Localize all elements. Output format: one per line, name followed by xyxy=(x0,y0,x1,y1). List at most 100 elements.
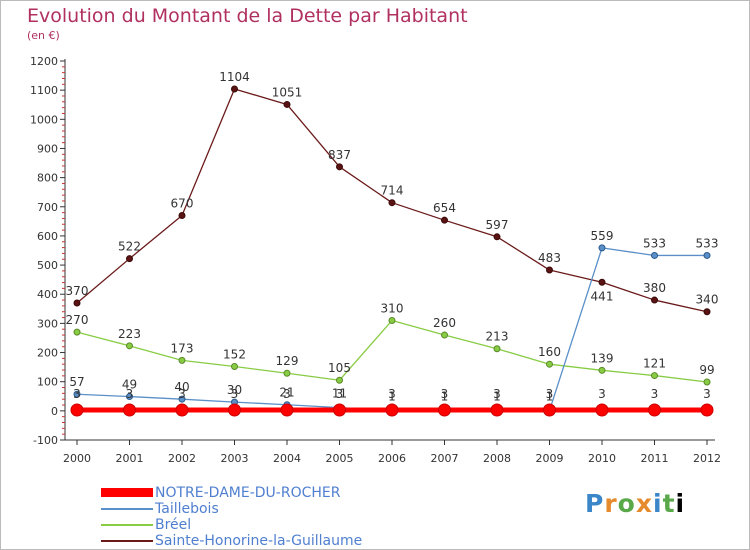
data-point xyxy=(703,251,711,259)
data-label: 40 xyxy=(174,380,189,394)
data-label: 3 xyxy=(231,387,239,401)
data-label: 1051 xyxy=(272,85,303,99)
data-label: 533 xyxy=(643,236,666,250)
y-tick-label: 400 xyxy=(37,288,58,301)
data-label: 213 xyxy=(486,330,509,344)
legend-swatch xyxy=(101,524,153,526)
data-label: 30 xyxy=(227,383,242,397)
y-tick-label: 500 xyxy=(37,259,58,272)
data-point xyxy=(126,255,133,263)
data-label: 714 xyxy=(381,184,404,198)
data-point xyxy=(126,393,133,401)
y-tick-label: 600 xyxy=(37,230,58,243)
data-label: 3 xyxy=(546,387,554,401)
data-point xyxy=(336,163,343,171)
data-labels: 3705226701104105183771465459748344138034… xyxy=(66,70,719,404)
data-point xyxy=(178,395,186,403)
data-label: 57 xyxy=(69,375,84,389)
legend-swatch xyxy=(101,488,153,497)
y-tick-label: 900 xyxy=(37,142,58,155)
data-point xyxy=(441,331,448,339)
data-point xyxy=(703,308,711,316)
data-label: 3 xyxy=(651,387,659,401)
data-point xyxy=(123,403,136,417)
legend-label: Sainte-Honorine-la-Guillaume xyxy=(155,533,363,549)
data-label: 139 xyxy=(591,351,614,365)
data-point xyxy=(543,403,556,417)
data-label: 1 xyxy=(441,390,449,404)
data-label: 3 xyxy=(493,387,501,401)
x-tick-label: 2002 xyxy=(168,452,196,465)
data-label: 340 xyxy=(696,293,719,307)
data-label: 837 xyxy=(328,148,351,162)
x-tick-label: 2011 xyxy=(641,452,669,465)
data-point xyxy=(648,403,661,417)
data-label: 1 xyxy=(388,390,396,404)
chart-subtitle: (en €) xyxy=(27,29,60,42)
data-point xyxy=(700,403,714,417)
x-tick-label: 2012 xyxy=(693,452,721,465)
data-label: 152 xyxy=(223,348,246,362)
y-tick-label: -100 xyxy=(33,434,58,447)
data-point xyxy=(336,376,343,384)
data-label: 1 xyxy=(546,390,554,404)
series-layer xyxy=(70,85,714,417)
y-tick-label: 1000 xyxy=(30,113,58,126)
y-tick-label: 100 xyxy=(37,376,58,389)
data-label: 173 xyxy=(171,341,194,355)
data-label: 121 xyxy=(643,357,666,371)
data-point xyxy=(231,363,238,371)
data-point xyxy=(283,369,291,377)
data-label: 99 xyxy=(699,363,714,377)
data-point xyxy=(231,85,238,93)
data-label: 3 xyxy=(178,387,186,401)
data-label: 3 xyxy=(598,387,606,401)
data-label: 483 xyxy=(538,251,561,265)
y-tick-label: 200 xyxy=(37,347,58,360)
data-label: 370 xyxy=(66,284,89,298)
data-label: 559 xyxy=(591,229,614,243)
y-tick-label: 700 xyxy=(37,201,58,214)
data-label: 3 xyxy=(336,387,344,401)
x-tick-label: 2008 xyxy=(483,452,511,465)
data-label: 105 xyxy=(328,361,351,375)
data-point xyxy=(73,328,81,336)
proxiti-logo: Proxiti xyxy=(585,489,686,518)
x-tick-label: 2003 xyxy=(221,452,249,465)
data-point xyxy=(178,356,186,364)
data-label: 270 xyxy=(66,313,89,327)
data-label: 223 xyxy=(118,327,141,341)
data-label: 3 xyxy=(441,387,449,401)
x-tick-label: 2006 xyxy=(378,452,406,465)
data-label: 3 xyxy=(388,387,396,401)
data-point xyxy=(598,244,606,252)
data-point xyxy=(651,296,658,304)
data-point xyxy=(73,390,81,398)
data-point xyxy=(493,233,501,241)
data-label: 597 xyxy=(486,218,509,232)
data-label: 11 xyxy=(332,387,347,401)
x-tick-label: 2004 xyxy=(273,452,301,465)
x-tick-label: 2000 xyxy=(63,452,91,465)
data-label: 160 xyxy=(538,345,561,359)
data-label: 3 xyxy=(283,387,291,401)
x-tick-label: 2005 xyxy=(326,452,354,465)
data-label: 522 xyxy=(118,240,141,254)
data-label: 49 xyxy=(122,378,137,392)
data-label: 3 xyxy=(126,387,134,401)
data-point xyxy=(73,299,81,307)
y-tick-label: 1200 xyxy=(30,55,58,68)
data-point xyxy=(703,378,711,386)
legend-label: Bréel xyxy=(155,517,192,533)
data-label: 1 xyxy=(493,390,501,404)
y-tick-label: 800 xyxy=(37,172,58,185)
x-tick-label: 2009 xyxy=(536,452,564,465)
data-point xyxy=(175,403,189,417)
legend-label: NOTRE-DAME-DU-ROCHER xyxy=(155,485,341,501)
chart-axes: -100 0 100 200 300 400 500 600 700 800 900 1000 1100… xyxy=(30,55,721,465)
y-tick-label: 300 xyxy=(37,317,58,330)
data-point xyxy=(598,278,606,286)
x-tick-label: 2001 xyxy=(116,452,144,465)
data-label: 533 xyxy=(696,236,719,250)
